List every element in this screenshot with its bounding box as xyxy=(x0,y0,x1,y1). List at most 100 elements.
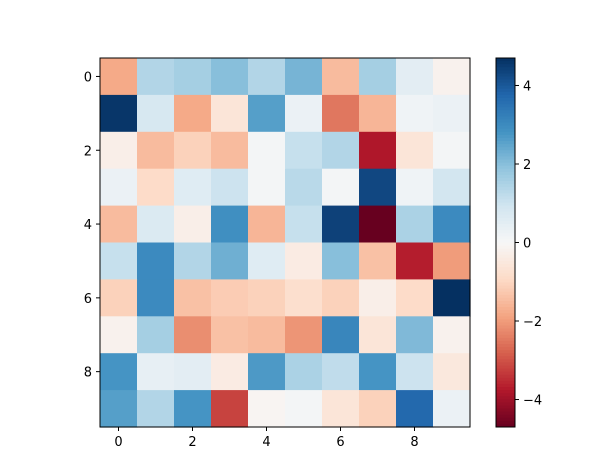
colorbar-segment-44 xyxy=(496,193,515,197)
heatmap-cell-r0-c6 xyxy=(322,58,360,96)
colorbar-segment-116 xyxy=(496,414,515,419)
heatmap-cell-r4-c0 xyxy=(100,205,138,244)
heatmap-cell-r8-c9 xyxy=(433,353,471,391)
heatmap-cell-r8-c0 xyxy=(100,353,138,391)
colorbar-segment-10 xyxy=(496,88,515,93)
colorbar-segment-4 xyxy=(496,70,515,74)
colorbar-segment-94 xyxy=(496,347,515,351)
colorbar-segment-77 xyxy=(496,294,515,299)
heatmap-cell-r6-c9 xyxy=(433,279,471,317)
colorbar-segment-115 xyxy=(496,411,515,416)
colorbar-segment-87 xyxy=(496,325,515,330)
colorbar-segment-23 xyxy=(496,128,515,133)
colorbar-segment-118 xyxy=(496,420,515,425)
heatmap-axes: 0 2 4 6 8 0 2 4 6 8 xyxy=(84,57,471,450)
colorbar-segment-2 xyxy=(496,64,515,68)
colorbar-segment-64 xyxy=(496,254,515,259)
colorbar-segment-48 xyxy=(496,205,515,210)
colorbar-segment-67 xyxy=(496,264,515,268)
heatmap-cell-r2-c3 xyxy=(211,131,249,170)
heatmap-cell-r0-c8 xyxy=(396,58,434,96)
colorbar-segment-108 xyxy=(496,390,515,394)
colorbar-segment-73 xyxy=(496,282,515,287)
y-tick-label-8: 8 xyxy=(84,366,92,381)
x-tick-label-0: 0 xyxy=(114,435,122,450)
heatmap-cell-r3-c8 xyxy=(396,168,434,207)
heatmap-cell-r9-c5 xyxy=(285,390,323,428)
heatmap-cell-r4-c7 xyxy=(359,205,397,244)
heatmap-cell-r2-c7 xyxy=(359,131,397,170)
heatmap-cell-r9-c7 xyxy=(359,390,397,428)
colorbar-segment-36 xyxy=(496,168,515,173)
colorbar-segment-75 xyxy=(496,288,515,293)
heatmap-cell-r6-c3 xyxy=(211,279,249,317)
colorbar-segment-91 xyxy=(496,337,515,342)
colorbar-segment-76 xyxy=(496,291,515,296)
heatmap-cell-r1-c4 xyxy=(248,94,286,133)
heatmap-cell-r9-c3 xyxy=(211,390,249,428)
heatmap-cell-r3-c5 xyxy=(285,168,323,207)
colorbar-tick-label-0: 4 xyxy=(523,79,531,94)
heatmap-cell-r4-c9 xyxy=(433,205,471,244)
colorbar-segment-112 xyxy=(496,402,515,406)
colorbar-segment-117 xyxy=(496,417,515,422)
heatmap-cell-r1-c2 xyxy=(174,94,212,133)
colorbar-segment-83 xyxy=(496,313,515,317)
heatmap-cell-r6-c5 xyxy=(285,279,323,317)
colorbar-segment-17 xyxy=(496,110,515,114)
heatmap-cell-r3-c4 xyxy=(248,168,286,207)
colorbar-segment-61 xyxy=(496,245,515,250)
heatmap-cell-r7-c6 xyxy=(322,316,360,354)
colorbar-segment-52 xyxy=(496,217,515,222)
colorbar-segment-71 xyxy=(496,276,515,280)
colorbar-segment-18 xyxy=(496,113,515,117)
heatmap-cell-r0-c1 xyxy=(137,58,175,96)
heatmap-cell-r7-c0 xyxy=(100,316,138,354)
colorbar-segment-86 xyxy=(496,322,515,327)
heatmap-cell-r1-c7 xyxy=(359,94,397,133)
heatmap-cell-r7-c9 xyxy=(433,316,471,354)
heatmap-cell-r9-c8 xyxy=(396,390,434,428)
heatmap-cell-r9-c1 xyxy=(137,390,175,428)
colorbar-segment-53 xyxy=(496,220,515,225)
heatmap-cell-r8-c8 xyxy=(396,353,434,391)
heatmap-cell-r8-c1 xyxy=(137,353,175,391)
heatmap-cell-r4-c4 xyxy=(248,205,286,244)
colorbar-segment-66 xyxy=(496,260,515,265)
colorbar-segment-96 xyxy=(496,353,515,357)
colorbar-segment-54 xyxy=(496,224,515,228)
heatmap-cell-r2-c8 xyxy=(396,131,434,170)
colorbar-segment-103 xyxy=(496,374,515,379)
colorbar-segment-101 xyxy=(496,368,515,373)
colorbar-segment-29 xyxy=(496,147,515,151)
heatmap-cell-r4-c6 xyxy=(322,205,360,244)
heatmap-cell-r3-c2 xyxy=(174,168,212,207)
colorbar-segment-9 xyxy=(496,85,515,90)
heatmap-cell-r7-c3 xyxy=(211,316,249,354)
colorbar-segment-12 xyxy=(496,94,515,99)
colorbar-segment-7 xyxy=(496,79,515,84)
heatmap-cell-r1-c5 xyxy=(285,94,323,133)
colorbar-segment-107 xyxy=(496,387,515,391)
colorbar-segment-90 xyxy=(496,334,515,339)
heatmap-cell-r0-c9 xyxy=(433,58,471,96)
colorbar-segment-33 xyxy=(496,159,515,164)
heatmap-cell-r3-c0 xyxy=(100,168,138,207)
colorbar-segment-82 xyxy=(496,310,515,314)
heatmap-cell-r8-c2 xyxy=(174,353,212,391)
heatmap-cell-r0-c4 xyxy=(248,58,286,96)
heatmap-cell-r8-c3 xyxy=(211,353,249,391)
colorbar-tick-label-2: 0 xyxy=(523,237,531,252)
heatmap-cell-r2-c4 xyxy=(248,131,286,170)
colorbar-segment-26 xyxy=(496,137,515,142)
y-tick-label-6: 6 xyxy=(84,292,92,307)
y-tick-label-0: 0 xyxy=(84,70,92,85)
colorbar-segment-38 xyxy=(496,174,515,179)
colorbar-segment-20 xyxy=(496,119,515,124)
heatmap-cell-r6-c6 xyxy=(322,279,360,317)
colorbar-segment-113 xyxy=(496,405,515,410)
x-tick-label-6: 6 xyxy=(336,435,344,450)
heatmap-cell-r5-c9 xyxy=(433,242,471,280)
